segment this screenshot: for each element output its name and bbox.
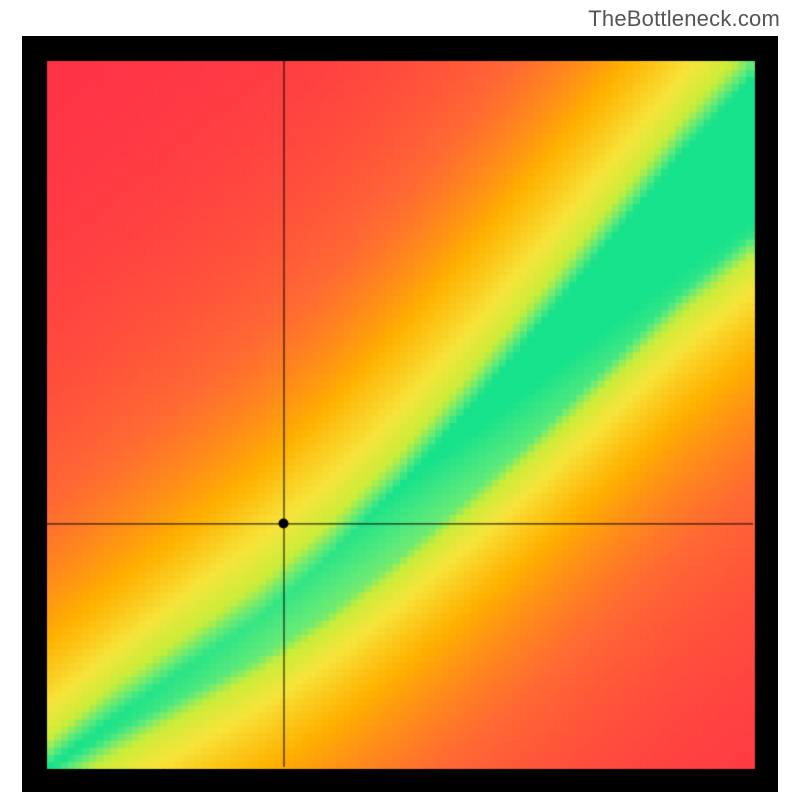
heatmap-plot bbox=[22, 36, 778, 792]
watermark-text: TheBottleneck.com bbox=[588, 6, 780, 32]
heatmap-canvas bbox=[22, 36, 778, 792]
